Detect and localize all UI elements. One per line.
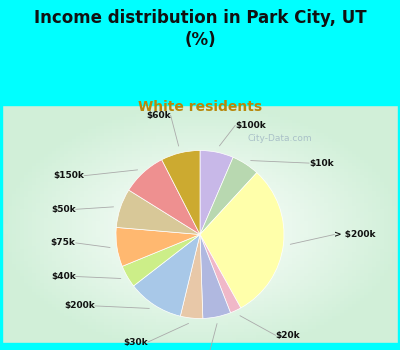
Bar [0, 105, 2, 350]
Bar [0, 343, 400, 350]
Text: $30k: $30k [123, 337, 148, 346]
Text: $150k: $150k [53, 171, 84, 180]
Wedge shape [162, 150, 200, 234]
Text: > $200k: > $200k [334, 230, 376, 239]
Wedge shape [200, 173, 284, 308]
Text: $60k: $60k [146, 111, 170, 120]
Text: White residents: White residents [138, 100, 262, 114]
Wedge shape [116, 228, 200, 266]
Wedge shape [200, 234, 230, 318]
Wedge shape [116, 190, 200, 234]
Text: $100k: $100k [235, 121, 266, 130]
Text: $20k: $20k [276, 331, 300, 340]
Bar [0, 0, 400, 105]
Wedge shape [134, 234, 200, 316]
Text: $10k: $10k [309, 159, 334, 168]
Text: $200k: $200k [64, 301, 95, 310]
Wedge shape [200, 150, 233, 234]
Text: $40k: $40k [51, 272, 76, 281]
Text: $50k: $50k [51, 205, 76, 214]
Text: $75k: $75k [51, 238, 76, 247]
Wedge shape [122, 234, 200, 286]
Text: Income distribution in Park City, UT
(%): Income distribution in Park City, UT (%) [34, 9, 366, 49]
Wedge shape [129, 160, 200, 234]
Wedge shape [200, 234, 241, 313]
Wedge shape [180, 234, 203, 318]
Bar [398, 105, 400, 350]
Wedge shape [200, 157, 257, 234]
Text: City-Data.com: City-Data.com [248, 134, 312, 143]
